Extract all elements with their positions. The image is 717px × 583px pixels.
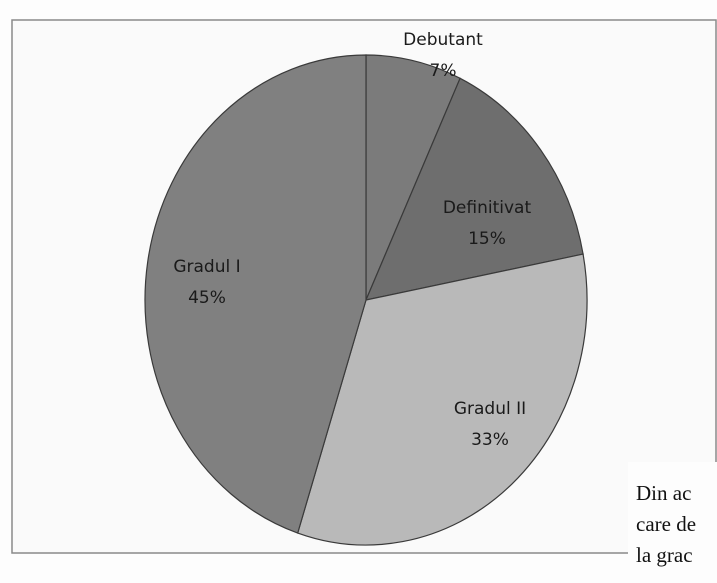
- pie-slice: [296, 253, 588, 546]
- pie-slice: [365, 54, 461, 301]
- slice-label: Definitivat: [443, 198, 532, 218]
- pie-slice: [364, 77, 584, 301]
- document-text: la grac: [636, 543, 693, 567]
- pie: [144, 54, 588, 546]
- slice-label: Debutant: [403, 30, 483, 50]
- slice-value-label: 45%: [188, 288, 226, 308]
- slice-label: Gradul II: [454, 399, 526, 419]
- text-backdrop: [628, 462, 717, 583]
- slice-value-label: 15%: [468, 229, 506, 249]
- document-text: Din ac: [636, 481, 691, 505]
- slice-label: Gradul I: [173, 257, 240, 277]
- document-text: care de: [636, 512, 696, 536]
- slice-value-label: 33%: [471, 430, 509, 450]
- slice-value-label: 7%: [430, 61, 457, 81]
- pie-slice: [144, 54, 367, 534]
